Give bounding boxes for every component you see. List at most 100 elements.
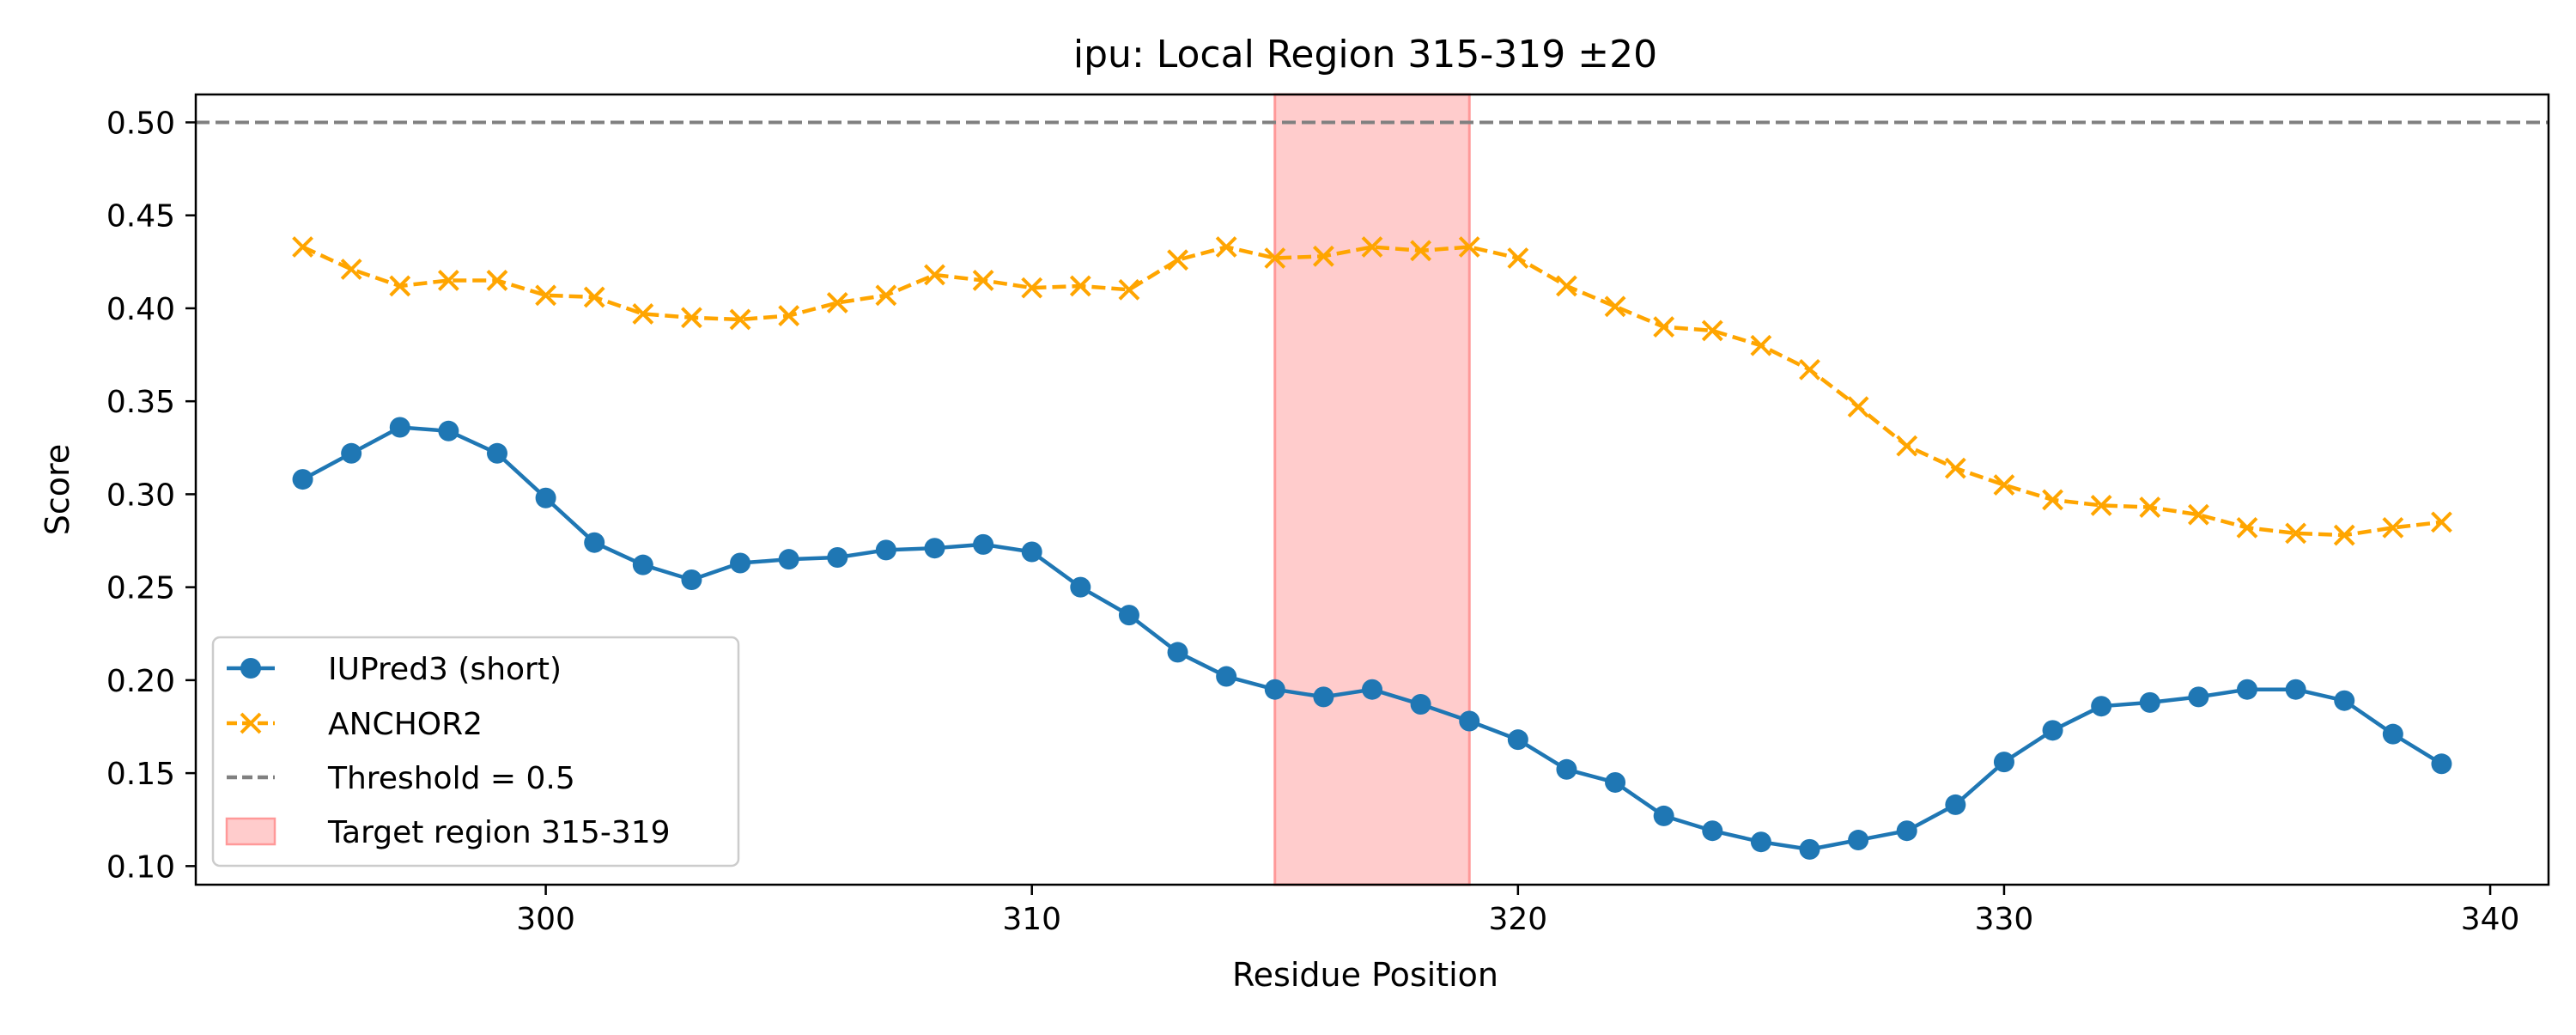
x-marker-stroke (2042, 489, 2063, 511)
series-1-point (535, 487, 556, 508)
series-1-point (924, 538, 945, 559)
x-marker-stroke (632, 303, 654, 325)
series-1-point (1750, 831, 1771, 853)
x-marker-stroke (778, 305, 800, 327)
x-marker-stroke (1604, 295, 1626, 318)
x-marker-stroke (1799, 358, 1820, 381)
series-1-point (1216, 666, 1237, 687)
x-marker-stroke (1750, 334, 1772, 356)
series-1-point (1167, 642, 1188, 663)
series-2-point (486, 270, 508, 291)
plot-frame (194, 93, 2550, 886)
series-2-point (2333, 524, 2355, 546)
series-2-point (1118, 278, 1140, 301)
legend-anchor-marker (240, 712, 262, 734)
series-1-point (827, 547, 848, 569)
x-marker-stroke (875, 284, 897, 307)
series-1-point (2188, 686, 2209, 708)
series-2-point (1556, 275, 1577, 297)
series-1-point (2382, 723, 2403, 745)
series-2-point (535, 284, 557, 307)
series-2-point (583, 286, 605, 308)
series-2-point (1799, 358, 1820, 381)
series-2-point (1847, 396, 1869, 418)
x-marker-stroke (1021, 277, 1043, 299)
x-marker-stroke (2139, 496, 2161, 518)
x-marker-stroke (340, 259, 362, 280)
series-2-point (2139, 496, 2161, 518)
y-tick-label: 0.25 (106, 571, 175, 606)
legend-label-iupred: IUPred3 (short) (328, 652, 562, 687)
y-tick-label: 0.15 (106, 757, 175, 792)
series-2-point (2042, 489, 2063, 511)
series-1-point (2285, 679, 2306, 700)
x-marker-stroke (2236, 516, 2258, 539)
series-2-point (2090, 494, 2112, 516)
x-marker-stroke (1847, 396, 1869, 418)
series-1-point (1362, 679, 1382, 700)
series-1-point (875, 539, 896, 561)
series-1-point (1507, 729, 1528, 751)
series-1-point (1653, 805, 1674, 826)
x-axis-label: Residue Position (1232, 956, 1498, 994)
series-1-point (681, 569, 702, 590)
series-1-point (1410, 694, 1431, 715)
y-tick-label: 0.40 (106, 292, 175, 327)
series-2-point (2187, 503, 2209, 526)
x-marker-stroke (826, 292, 848, 314)
x-marker-stroke (1993, 474, 2015, 496)
series-1-point (973, 533, 994, 555)
x-marker-stroke (1069, 275, 1091, 297)
series-2-point (1458, 236, 1480, 258)
x-marker-stroke (729, 308, 751, 331)
series-2-point (389, 275, 411, 297)
series-1-point (341, 442, 362, 464)
series-2-point (1021, 277, 1043, 299)
x-tick-label: 330 (1975, 902, 2034, 937)
series-2-point (972, 270, 994, 291)
x-marker-stroke (924, 264, 945, 286)
series-2-point (340, 259, 362, 280)
series-2-point (2382, 516, 2404, 539)
y-tick-label: 0.45 (106, 199, 175, 234)
x-marker-stroke (2090, 494, 2112, 516)
series-2-point (1167, 249, 1188, 271)
series-2-point (2285, 522, 2307, 545)
series-1-point (292, 469, 313, 490)
x-marker-stroke (2382, 516, 2404, 539)
series-2-point (1750, 334, 1772, 356)
series-1-point (1118, 605, 1139, 626)
x-marker-stroke (1264, 247, 1286, 269)
series-1-point (1702, 820, 1723, 842)
series-2-point (1215, 236, 1237, 258)
x-tick-label: 310 (1002, 902, 1061, 937)
x-marker-stroke (1701, 320, 1723, 342)
x-marker-stroke (681, 307, 702, 329)
series-1-point (1993, 752, 2014, 773)
series-2-point (632, 303, 654, 325)
series-1-point (1848, 830, 1869, 851)
series-2-point (729, 308, 751, 331)
series-1-point (1264, 679, 1285, 700)
series-2-point (1410, 240, 1432, 262)
x-tick-label: 320 (1488, 902, 1547, 937)
series-2-point (1361, 236, 1383, 258)
series-2-point (875, 284, 897, 307)
series-line-2 (301, 245, 2442, 538)
y-tick-label: 0.30 (106, 478, 175, 513)
x-marker-stroke (2285, 522, 2307, 545)
x-tick-label: 340 (2461, 902, 2520, 937)
x-marker-stroke (1312, 245, 1334, 267)
series-1-point (1945, 794, 1966, 815)
series-2-point (1264, 247, 1286, 269)
series-1-point (632, 554, 653, 575)
series-2-point (924, 264, 945, 286)
x-marker-stroke (389, 275, 411, 297)
x-marker-stroke (1896, 435, 1918, 457)
series-2-point (1701, 320, 1723, 342)
x-marker-stroke (535, 284, 557, 307)
y-axis-label: Score (39, 444, 76, 535)
series-1-point (1313, 686, 1334, 708)
x-marker-stroke (2187, 503, 2209, 526)
